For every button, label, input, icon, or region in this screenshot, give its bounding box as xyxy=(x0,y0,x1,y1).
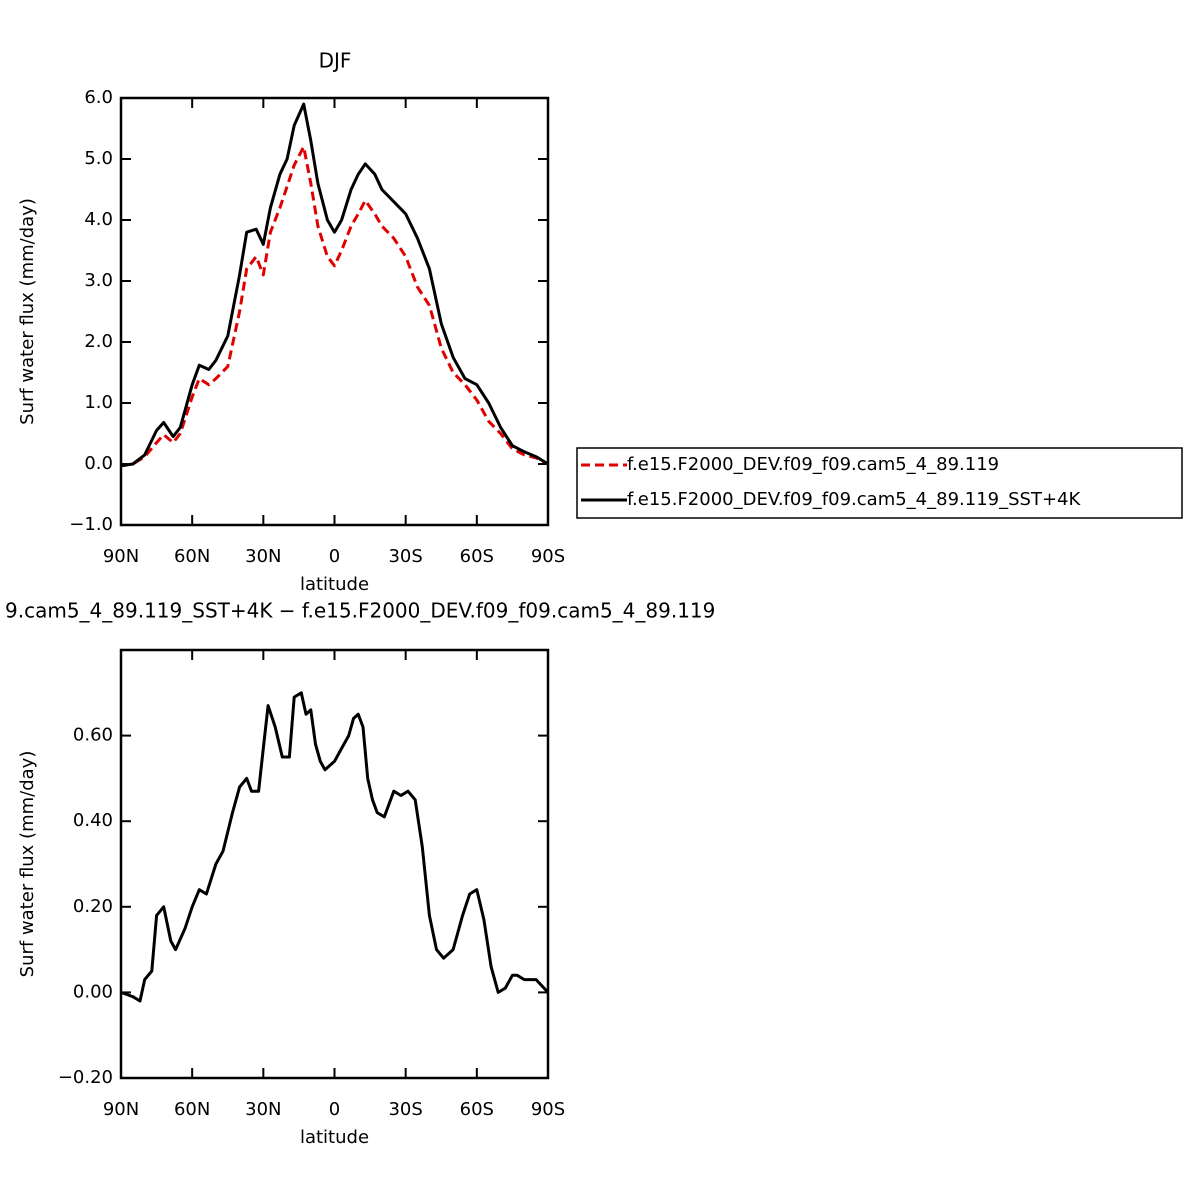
y-tick-label: 0.60 xyxy=(73,725,113,746)
x-tick-label: 30N xyxy=(245,546,281,567)
y-tick-label: 0.00 xyxy=(73,981,113,1002)
x-tick-label: 60S xyxy=(460,1099,494,1120)
y-tick-label: 0.20 xyxy=(73,896,113,917)
x-tick-label: 30S xyxy=(388,546,422,567)
data-line xyxy=(120,145,549,468)
data-line xyxy=(120,691,550,1003)
x-tick-label: 90S xyxy=(531,1099,565,1120)
y-tick-label: 0.40 xyxy=(73,810,113,831)
y-tick-label: 6.0 xyxy=(84,87,113,108)
x-tick-label: 30S xyxy=(388,1099,422,1120)
y-tick-label: 5.0 xyxy=(84,148,113,169)
x-tick-label: 60S xyxy=(460,546,494,567)
y-axis-label: Surf water flux (mm/day) xyxy=(17,198,38,425)
x-axis-label: latitude xyxy=(300,1127,369,1148)
x-tick-label: 0 xyxy=(329,1099,340,1120)
plot-frame xyxy=(119,648,550,1080)
chart-title: DJF xyxy=(319,49,352,73)
y-tick-label: −0.20 xyxy=(58,1067,113,1088)
y-tick-label: 3.0 xyxy=(84,270,113,291)
y-axis-label: Surf water flux (mm/day) xyxy=(17,751,38,978)
x-tick-label: 60N xyxy=(174,1099,210,1120)
y-tick-label: 4.0 xyxy=(84,209,113,230)
x-tick-label: 60N xyxy=(174,546,210,567)
y-tick-label: 2.0 xyxy=(84,331,113,352)
y-tick-label: 1.0 xyxy=(84,392,113,413)
x-tick-label: 90S xyxy=(531,546,565,567)
x-axis-label: latitude xyxy=(300,574,369,595)
legend-box xyxy=(576,447,1183,519)
plot-frame xyxy=(119,96,550,527)
y-tick-label: 0.0 xyxy=(84,453,113,474)
legend-label: f.e15.F2000_DEV.f09_f09.cam5_4_89.119_SS… xyxy=(627,489,1081,510)
x-tick-label: 90N xyxy=(103,546,139,567)
chart-title: 9.cam5_4_89.119_SST+4K − f.e15.F2000_DEV… xyxy=(5,599,715,623)
x-tick-label: 90N xyxy=(103,1099,139,1120)
data-line xyxy=(120,102,549,468)
x-tick-label: 0 xyxy=(329,546,340,567)
legend-label: f.e15.F2000_DEV.f09_f09.cam5_4_89.119 xyxy=(627,454,999,475)
y-tick-label: −1.0 xyxy=(69,514,113,535)
x-tick-label: 30N xyxy=(245,1099,281,1120)
